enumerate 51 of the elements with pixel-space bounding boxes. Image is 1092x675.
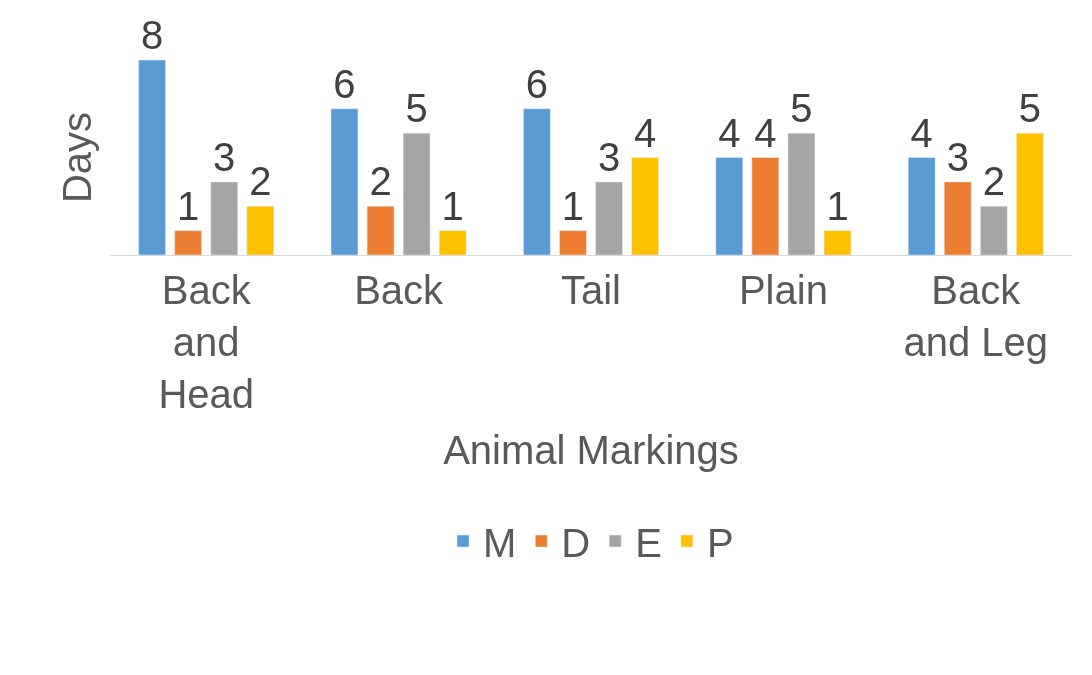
bar (595, 181, 623, 255)
y-axis-title: Days (54, 111, 99, 204)
legend-label: M (483, 520, 517, 565)
data-label: 6 (525, 61, 549, 106)
data-label: 5 (405, 86, 428, 131)
x-tick-label: Back and Head (158, 268, 255, 416)
bar (823, 230, 852, 255)
data-label: 1 (441, 183, 464, 228)
bar (559, 230, 587, 255)
bar (366, 206, 395, 255)
x-tick-label: Tail (560, 268, 622, 312)
bar (787, 132, 816, 255)
x-tick-label: Back (354, 268, 445, 312)
data-label: 4 (718, 110, 741, 155)
data-label: 3 (213, 134, 236, 179)
bar (330, 108, 359, 255)
x-tick-label: Back and Leg (903, 268, 1049, 364)
bar (246, 206, 275, 255)
legend-label: E (635, 520, 662, 565)
data-label: 1 (826, 183, 849, 228)
bar (715, 157, 744, 255)
bar (138, 60, 166, 255)
data-label: 2 (982, 159, 1005, 204)
data-label: 4 (910, 110, 933, 155)
data-label: 1 (561, 183, 585, 228)
bar (174, 230, 202, 255)
bar (980, 206, 1008, 255)
data-label: 3 (946, 134, 969, 179)
data-label: 6 (333, 61, 356, 106)
bar (944, 181, 972, 255)
data-label: 2 (369, 159, 392, 204)
data-label: 5 (1018, 86, 1042, 131)
data-label: 8 (140, 13, 164, 57)
bar (907, 157, 936, 255)
bar (210, 181, 238, 255)
bar (751, 157, 780, 255)
legend-label: D (561, 520, 591, 565)
data-label: 2 (249, 159, 272, 204)
data-label: 1 (177, 183, 200, 228)
x-axis-title: Animal Markings (443, 427, 739, 472)
bar (631, 157, 659, 255)
data-label: 5 (790, 86, 813, 131)
legend-label: P (706, 520, 734, 565)
x-tick-label: Plain (738, 268, 828, 312)
bar (438, 230, 467, 255)
bar (1016, 132, 1044, 255)
bar (402, 132, 431, 255)
bar (523, 108, 551, 255)
data-label: 3 (597, 134, 621, 179)
data-label: 4 (633, 110, 657, 155)
data-label: 4 (754, 110, 777, 155)
